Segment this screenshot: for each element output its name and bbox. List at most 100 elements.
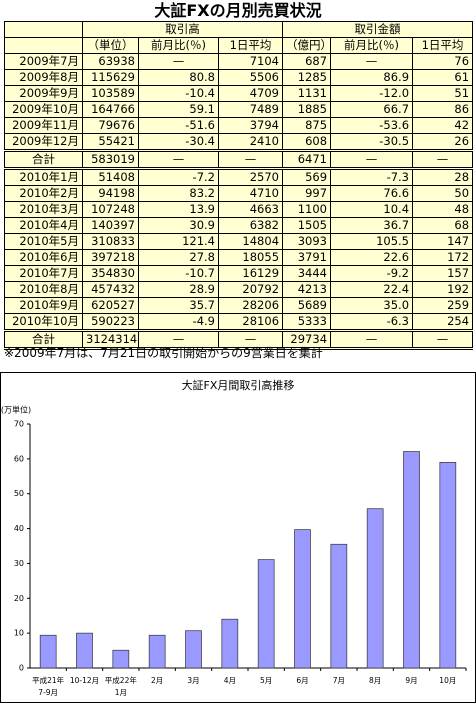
y-tick-label: 50 — [14, 489, 24, 498]
cell: -30.4 — [138, 133, 219, 151]
data-row: 2010年8月 457432 28.9 20792 4213 22.4 192 — [4, 281, 474, 298]
cell: 59.1 — [138, 101, 219, 118]
cell: 997 — [282, 185, 332, 202]
row-label: 2010年3月 — [4, 201, 83, 218]
cell: 590223 — [82, 313, 139, 331]
header-row: （単位） 前月比(％) 1日平均 （億円） 前月比(％) 1日平均 — [4, 37, 474, 54]
cell: 28206 — [217, 297, 284, 314]
cell: 28106 — [217, 313, 284, 331]
cell: 6382 — [217, 217, 284, 234]
bar — [221, 618, 239, 669]
cell: 35.7 — [138, 297, 219, 314]
row-label: 2010年2月 — [4, 185, 83, 202]
cell: — — [412, 149, 474, 170]
cell: 2570 — [217, 168, 284, 186]
cell: 76.6 — [330, 185, 414, 202]
total-row: 合計 3124314— —29734— — — [4, 329, 474, 350]
cell: — — [217, 149, 284, 170]
row-label: 2010年4月 — [4, 217, 83, 234]
cell: 5506 — [217, 69, 284, 86]
row-label: 2010年1月 — [4, 168, 83, 186]
cell: 172 — [412, 249, 474, 266]
cell: 28 — [412, 168, 474, 186]
header-cell — [4, 21, 83, 38]
cell: 4213 — [282, 281, 332, 298]
cell: 115629 — [82, 69, 139, 86]
y-tick-label: 10 — [14, 629, 24, 638]
cell: -7.2 — [138, 168, 219, 186]
cell: 1285 — [282, 69, 332, 86]
cell: 48 — [412, 201, 474, 218]
cell: 63938 — [82, 53, 139, 70]
data-row: 2010年10月 590223 -4.9 28106 5333 -6.3 254 — [4, 313, 474, 331]
chart: 大証FX月間取引高推移 (万単位) 0 10 20 30 40 50 60 70 平成21年 7-… — [0, 372, 476, 703]
cell: 7104 — [217, 53, 284, 70]
column-header: 前月比(％) — [330, 37, 414, 54]
cell: 6471 — [282, 149, 332, 170]
cell: 107248 — [82, 201, 139, 218]
cell: 875 — [282, 117, 332, 134]
cell: -4.9 — [138, 313, 219, 331]
x-tick-label: 平成22年 — [105, 675, 138, 685]
cell: 83.2 — [138, 185, 219, 202]
row-label: 2010年7月 — [4, 265, 83, 282]
bar — [76, 632, 93, 669]
row-label: 合計 — [4, 329, 83, 350]
column-header: 前月比(％) — [138, 37, 219, 54]
data-row: 2010年3月 107248 13.9 4663 1100 10.4 48 — [4, 201, 474, 218]
cell: -12.0 — [330, 85, 414, 102]
x-tick-label: 7-9月 — [38, 688, 58, 697]
bar — [439, 461, 457, 669]
cell: 14804 — [217, 233, 284, 250]
cell: 1885 — [282, 101, 332, 118]
bar — [257, 559, 275, 669]
cell: 86 — [412, 101, 474, 118]
row-label: 2010年10月 — [4, 313, 83, 331]
bar — [366, 508, 384, 669]
data-row: 2009年12月 55421 -30.4 2410 608 -30.5 26 — [4, 133, 474, 151]
cell: 79676 — [82, 117, 139, 134]
y-tick-label: 70 — [14, 420, 24, 429]
cell: 55421 — [82, 133, 139, 151]
cell: — — [330, 53, 414, 70]
row-label: 2010年8月 — [4, 281, 83, 298]
cell: — — [138, 149, 219, 170]
x-tick-label: 3月 — [187, 676, 199, 685]
cell: 3444 — [282, 265, 332, 282]
cell: 27.8 — [138, 249, 219, 266]
row-label: 2009年10月 — [4, 101, 83, 118]
cell: 1505 — [282, 217, 332, 234]
cell: 1100 — [282, 201, 332, 218]
data-row: 2009年8月 115629 80.8 5506 1285 86.9 61 — [4, 69, 474, 86]
cell: 68 — [412, 217, 474, 234]
data-row: 2010年7月 354830 -10.7 16129 3444 -9.2 157 — [4, 265, 474, 282]
cell: — — [330, 329, 414, 350]
cell: 354830 — [82, 265, 139, 282]
cell: 51 — [412, 85, 474, 102]
row-label: 2010年5月 — [4, 233, 83, 250]
cell: 103589 — [82, 85, 139, 102]
table-body: 取引高 取引金額 （単位） 前月比(％) 1日平均 （億円） 前月比(％) 1日平均 2009年… — [4, 21, 474, 350]
cell: 192 — [412, 281, 474, 298]
row-label: 合計 — [4, 149, 83, 170]
cell: 35.0 — [330, 297, 414, 314]
y-tick-label: 60 — [14, 454, 24, 463]
cell: — — [330, 149, 414, 170]
cell: 22.4 — [330, 281, 414, 298]
cell: 583019 — [82, 149, 139, 170]
cell: — — [138, 53, 219, 70]
cell: 66.7 — [330, 101, 414, 118]
group-header: 取引金額 — [282, 21, 474, 38]
header-row: 取引高 取引金額 — [4, 21, 474, 38]
cell: 5333 — [282, 313, 332, 331]
cell: 254 — [412, 313, 474, 331]
cell: — — [412, 329, 474, 350]
data-row: 2010年1月 51408 -7.2 2570 569 -7.3 28 — [4, 168, 474, 186]
cell: 61 — [412, 69, 474, 86]
chart-title: 大証FX月間取引高推移 — [182, 378, 295, 392]
x-tick-label: 10-12月 — [70, 676, 99, 685]
x-tick-label: 2月 — [151, 676, 163, 685]
cell: -10.4 — [138, 85, 219, 102]
data-row: 2010年5月 310833 121.4 14804 3093 105.5 147 — [4, 233, 474, 250]
cell: 5689 — [282, 297, 332, 314]
